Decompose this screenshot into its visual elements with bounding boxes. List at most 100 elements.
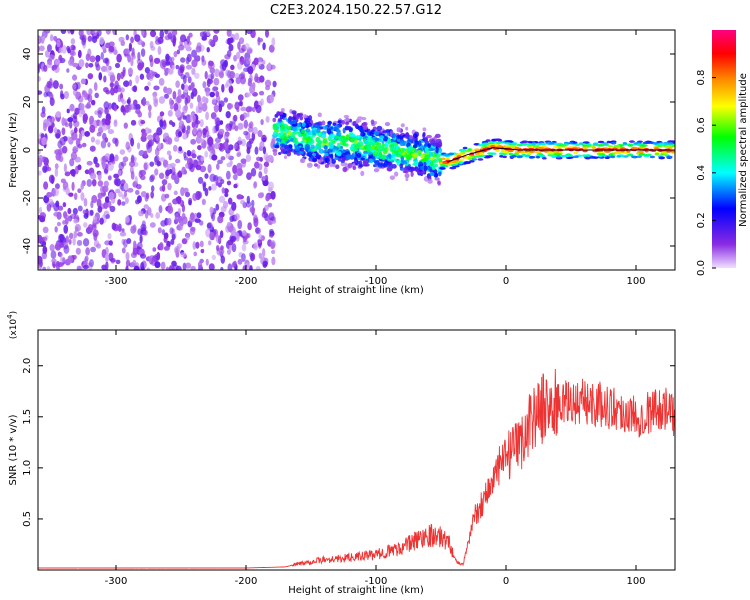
heatmap-cell <box>130 170 135 180</box>
heatmap-cell <box>224 192 229 198</box>
heatmap-cell <box>58 47 63 54</box>
heatmap-cell <box>116 53 122 63</box>
heatmap-cell <box>150 30 157 38</box>
heatmap-cell <box>268 44 275 53</box>
heatmap-cell <box>55 111 62 118</box>
heatmap-cell <box>174 213 179 223</box>
heatmap-cell <box>301 157 305 163</box>
heatmap-cell <box>73 218 79 224</box>
heatmap-cell <box>87 223 94 233</box>
heatmap-cell <box>115 259 121 265</box>
heatmap-cell <box>171 166 176 176</box>
heatmap-cell <box>363 139 368 145</box>
heatmap-cell <box>107 233 112 240</box>
heatmap-cell <box>305 128 311 133</box>
heatmap-cell <box>211 254 216 260</box>
heatmap-cell <box>604 156 610 160</box>
heatmap-cell <box>90 136 96 143</box>
heatmap-cell <box>509 144 516 148</box>
heatmap-cell <box>550 154 557 158</box>
heatmap-cell <box>54 167 59 177</box>
heatmap-cell <box>310 144 315 149</box>
heatmap-cell <box>249 252 254 258</box>
heatmap-cell <box>87 93 93 103</box>
heatmap-cell <box>442 153 450 157</box>
heatmap-cell <box>44 30 51 34</box>
heatmap-cell <box>148 69 155 79</box>
heatmap-cell <box>188 197 193 204</box>
heatmap-cell <box>387 158 393 162</box>
heatmap-cell <box>270 216 276 222</box>
heatmap-cell <box>233 183 238 189</box>
heatmap-cell <box>329 153 334 157</box>
heatmap-cell <box>591 146 596 150</box>
heatmap-cell <box>41 35 46 41</box>
heatmap-cell <box>150 174 156 181</box>
heatmap-cell <box>66 68 70 73</box>
heatmap-cell <box>373 130 380 136</box>
heatmap-cell <box>207 240 212 246</box>
heatmap-cell <box>292 126 297 132</box>
heatmap-cell <box>242 265 246 270</box>
heatmap-cell <box>108 45 115 53</box>
heatmap-cell <box>132 259 137 268</box>
heatmap-cell <box>226 180 232 186</box>
heatmap-cell <box>114 80 119 90</box>
heatmap-cell <box>68 215 73 222</box>
y-tick-label: -40 <box>22 238 33 254</box>
heatmap-cell <box>74 156 81 163</box>
heatmap-cell <box>125 216 130 223</box>
heatmap-cell <box>190 91 195 100</box>
heatmap-cell <box>643 153 648 157</box>
heatmap-cell <box>372 164 377 168</box>
heatmap-cell <box>214 137 222 144</box>
heatmap-cell <box>38 149 41 155</box>
heatmap-cell <box>447 163 452 166</box>
heatmap-cell <box>353 160 358 164</box>
heatmap-cell <box>282 112 286 118</box>
heatmap-cell <box>133 104 138 110</box>
heatmap-cell <box>204 173 209 179</box>
heatmap-cell <box>72 74 78 81</box>
heatmap-cell <box>108 191 115 200</box>
heatmap-cell <box>263 166 268 175</box>
heatmap-cell <box>38 35 42 45</box>
heatmap-cell <box>199 165 207 173</box>
heatmap-cell <box>598 154 603 158</box>
heatmap-cell <box>226 162 233 168</box>
heatmap-cell <box>60 30 67 35</box>
heatmap-cell <box>137 62 144 71</box>
heatmap-cell <box>584 154 592 157</box>
heatmap-cell <box>44 50 50 58</box>
heatmap-cell <box>126 99 131 105</box>
heatmap-cell <box>191 49 198 58</box>
heatmap-cell <box>572 155 579 159</box>
heatmap-cell <box>427 179 433 184</box>
heatmap-cell <box>195 105 200 114</box>
heatmap-cell <box>101 45 107 50</box>
colorbar-tick-label: 0.0 <box>696 260 707 276</box>
heatmap-cell <box>184 97 188 106</box>
snr-xlabel: Height of straight line (km) <box>288 585 424 596</box>
heatmap-cell <box>439 166 446 170</box>
heatmap-cell <box>105 42 111 49</box>
heatmap-cell <box>317 140 322 145</box>
heatmap-cell <box>46 191 53 198</box>
heatmap-cell <box>197 176 204 184</box>
heatmap-cell <box>388 153 392 160</box>
heatmap-cell <box>107 161 114 171</box>
heatmap-cell <box>98 120 103 128</box>
heatmap-cell <box>328 143 334 150</box>
heatmap-cell <box>636 143 643 146</box>
heatmap-cell <box>228 85 234 94</box>
heatmap-cell <box>316 121 323 126</box>
heatmap-cell <box>177 88 182 98</box>
heatmap-cell <box>331 159 337 164</box>
heatmap-cell <box>391 164 397 169</box>
heatmap-cell <box>177 67 184 77</box>
heatmap-cell <box>304 144 311 150</box>
heatmap-cell <box>57 205 64 211</box>
heatmap-cell <box>164 30 169 35</box>
heatmap-cell <box>202 128 207 136</box>
heatmap-cell <box>582 146 589 150</box>
